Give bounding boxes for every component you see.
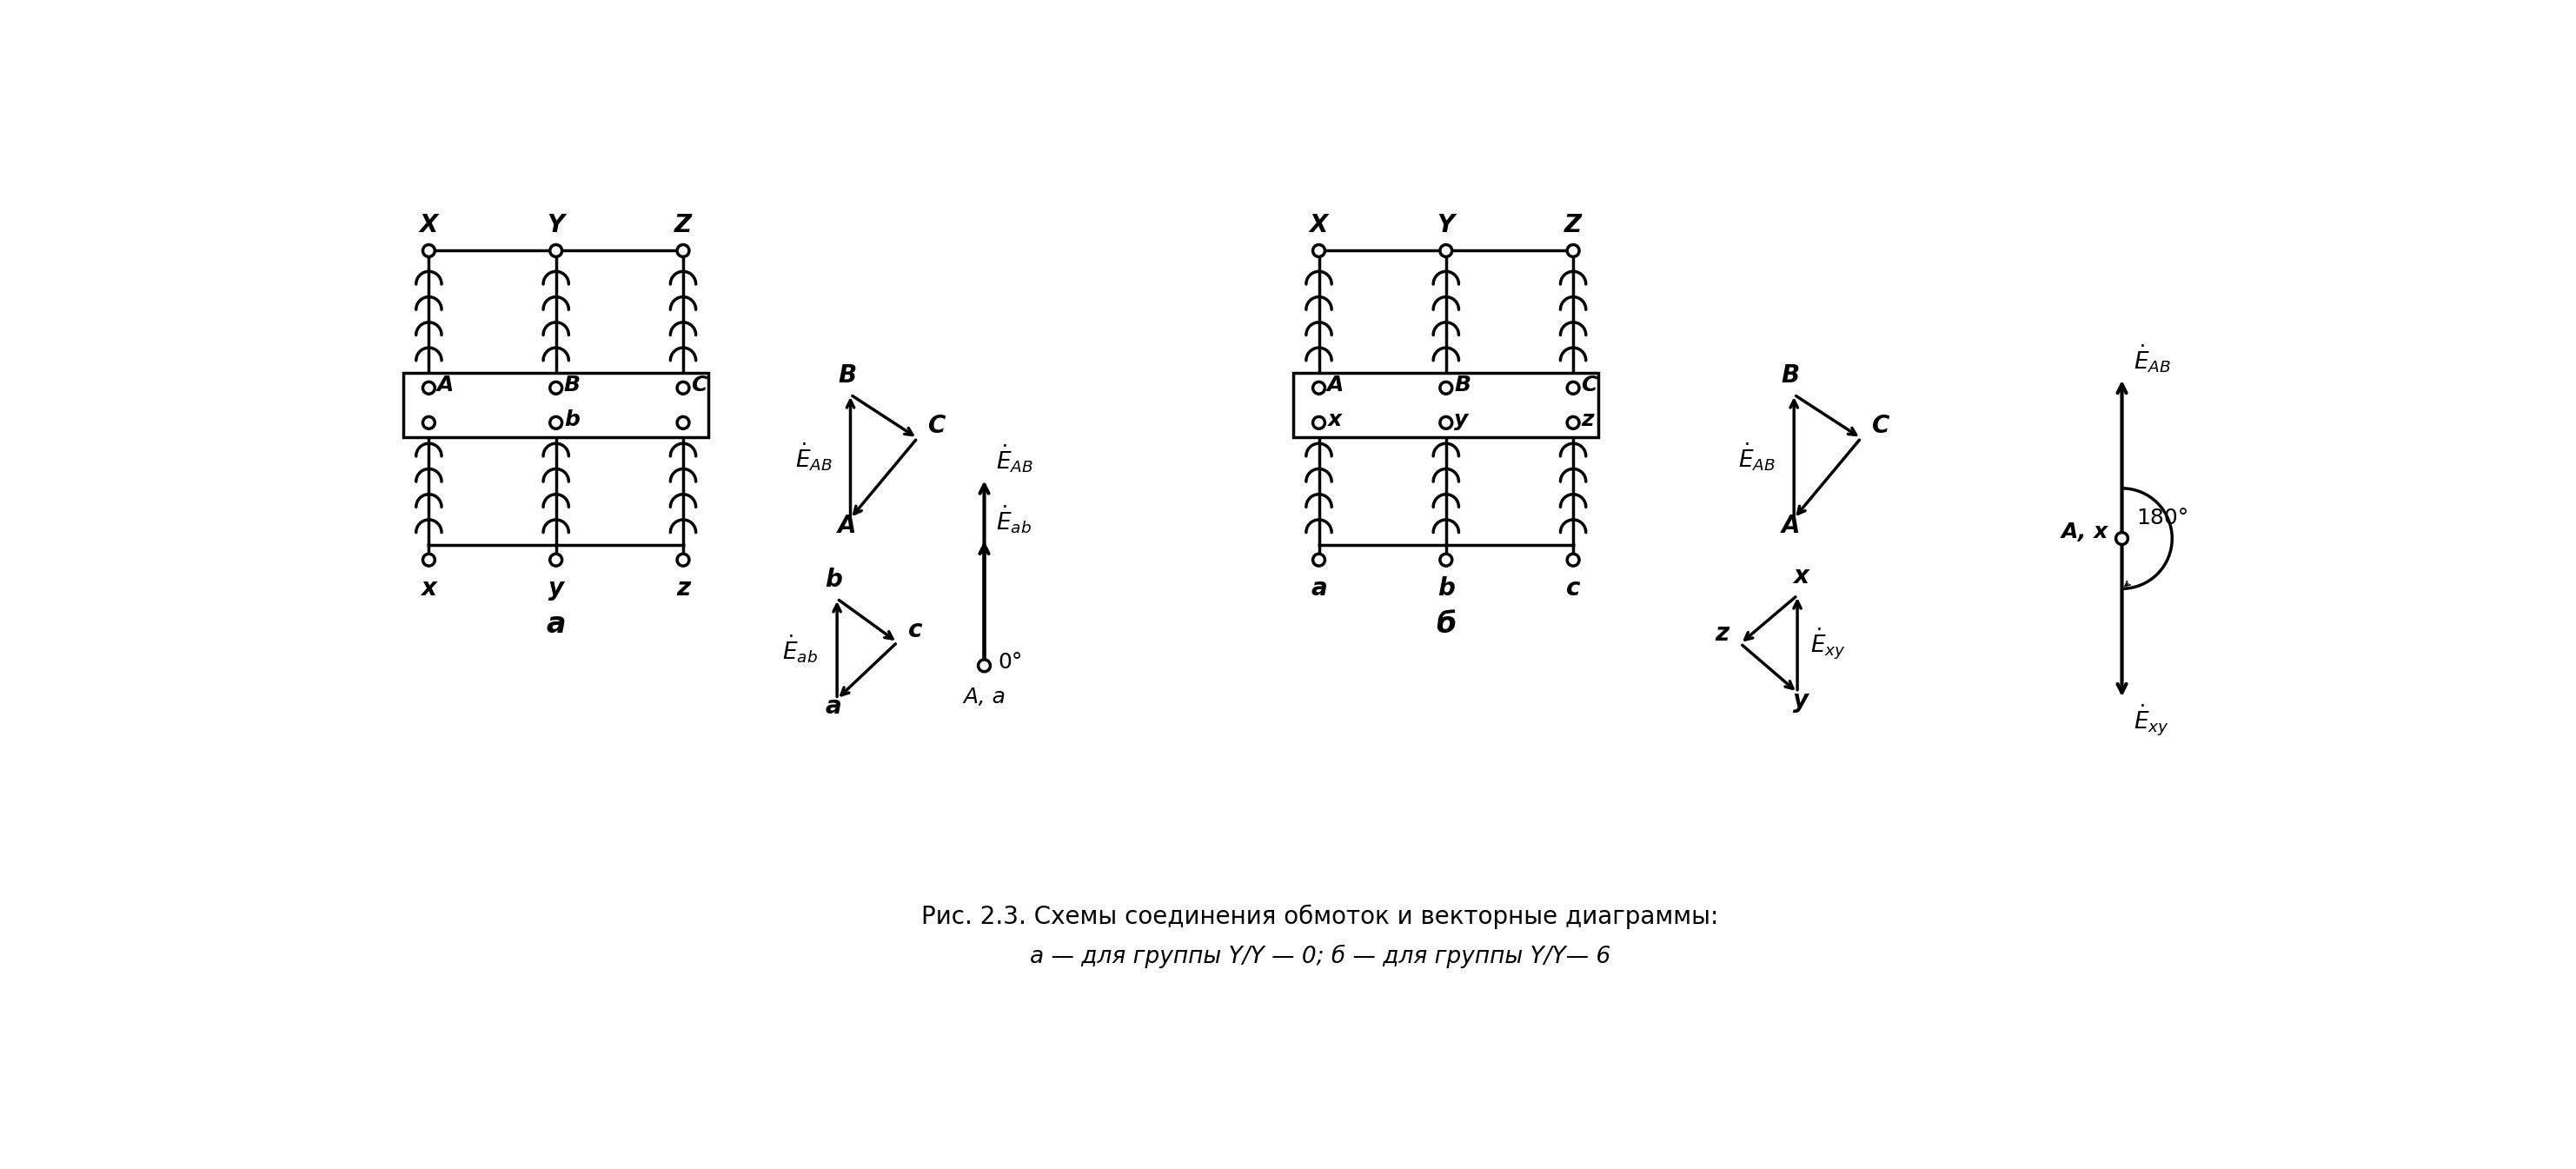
Text: C: C (690, 375, 708, 395)
Circle shape (1314, 554, 1324, 566)
Text: 0°: 0° (997, 652, 1023, 672)
Text: $\dot{E}_{ab}$: $\dot{E}_{ab}$ (997, 503, 1030, 535)
Text: 180°: 180° (2136, 509, 2190, 528)
Circle shape (2115, 532, 2128, 545)
Text: b: b (824, 567, 842, 592)
Text: C: C (927, 414, 945, 438)
Circle shape (1566, 382, 1579, 394)
Circle shape (677, 382, 690, 394)
Circle shape (1566, 416, 1579, 429)
Text: Z: Z (1564, 213, 1582, 237)
Text: x: x (420, 576, 435, 601)
Text: B: B (837, 364, 855, 388)
Circle shape (422, 554, 435, 566)
Text: $\dot{E}_{AB}$: $\dot{E}_{AB}$ (1739, 441, 1775, 472)
Text: C: C (1873, 414, 1888, 438)
Text: $\dot{E}_{xy}$: $\dot{E}_{xy}$ (1811, 627, 1847, 662)
Bar (404, 373, 708, 437)
Text: $\dot{E}_{ab}$: $\dot{E}_{ab}$ (783, 632, 819, 665)
Text: z: z (675, 576, 690, 601)
Circle shape (422, 244, 435, 257)
Circle shape (1566, 244, 1579, 257)
Circle shape (549, 416, 562, 429)
Text: X: X (1309, 213, 1329, 237)
Circle shape (549, 244, 562, 257)
Text: а: а (546, 610, 567, 638)
Text: B: B (1453, 375, 1471, 395)
Text: C: C (1582, 375, 1597, 395)
Text: a — для группы Y/Y — 0; б — для группы Y/Y— 6: a — для группы Y/Y — 0; б — для группы Y… (1030, 945, 1610, 969)
Text: Y: Y (546, 213, 564, 237)
Text: б: б (1435, 610, 1455, 638)
Text: B: B (564, 375, 580, 395)
Text: b: b (1437, 576, 1455, 601)
Circle shape (1440, 244, 1453, 257)
Text: Y: Y (1437, 213, 1455, 237)
Text: $\dot{E}_{AB}$: $\dot{E}_{AB}$ (796, 441, 832, 472)
Text: Рис. 2.3. Схемы соединения обмоток и векторные диаграммы:: Рис. 2.3. Схемы соединения обмоток и век… (922, 905, 1718, 929)
Text: c: c (907, 617, 922, 642)
Circle shape (1314, 416, 1324, 429)
Text: A: A (1783, 514, 1801, 539)
Bar (1293, 373, 1600, 437)
Text: $\dot{E}_{AB}$: $\dot{E}_{AB}$ (2133, 343, 2172, 374)
Text: Z: Z (675, 213, 693, 237)
Text: B: B (1783, 364, 1801, 388)
Text: $\dot{E}_{xy}$: $\dot{E}_{xy}$ (2133, 703, 2169, 738)
Circle shape (1566, 554, 1579, 566)
Text: a: a (824, 694, 842, 719)
Text: A: A (837, 514, 855, 539)
Text: b: b (564, 409, 580, 430)
Text: a: a (1311, 576, 1327, 601)
Text: x: x (1327, 409, 1342, 430)
Circle shape (422, 416, 435, 429)
Circle shape (1440, 554, 1453, 566)
Circle shape (549, 554, 562, 566)
Text: z: z (1716, 622, 1728, 646)
Circle shape (422, 382, 435, 394)
Circle shape (1440, 382, 1453, 394)
Circle shape (1440, 416, 1453, 429)
Text: $\dot{E}_{AB}$: $\dot{E}_{AB}$ (997, 443, 1033, 475)
Circle shape (677, 416, 690, 429)
Text: A: A (438, 375, 453, 395)
Circle shape (1314, 382, 1324, 394)
Text: z: z (1582, 409, 1595, 430)
Circle shape (549, 382, 562, 394)
Text: y: y (1453, 409, 1468, 430)
Circle shape (677, 244, 690, 257)
Circle shape (677, 554, 690, 566)
Circle shape (979, 659, 989, 672)
Text: A: A (1327, 375, 1345, 395)
Text: x: x (1793, 565, 1808, 588)
Text: A, x: A, x (2061, 521, 2110, 542)
Circle shape (1314, 244, 1324, 257)
Text: y: y (1793, 689, 1808, 712)
Text: y: y (549, 576, 564, 601)
Text: c: c (1566, 576, 1579, 601)
Text: A, a: A, a (963, 687, 1005, 708)
Text: X: X (420, 213, 438, 237)
